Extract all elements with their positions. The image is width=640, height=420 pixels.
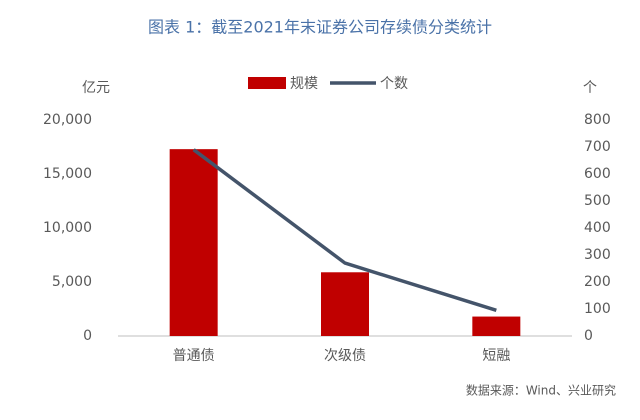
y2-tick-label: 500 — [584, 193, 611, 209]
y-tick-label: 20,000 — [43, 112, 92, 128]
y2-tick-label: 800 — [584, 112, 611, 128]
y-tick-label: 0 — [83, 328, 92, 344]
legend-swatch — [248, 77, 286, 89]
line — [192, 148, 497, 313]
y2-tick-label: 100 — [584, 301, 611, 317]
bar — [321, 272, 369, 336]
y2-axis-label: 个 — [583, 80, 597, 96]
y-tick-label: 5,000 — [52, 274, 92, 290]
y2-tick-label: 300 — [584, 247, 611, 263]
y-tick-label: 15,000 — [43, 166, 92, 182]
x-tick-label: 次级债 — [324, 348, 366, 364]
legend-label: 规模 — [290, 76, 318, 92]
source-note: 数据来源：Wind、兴业研究 — [466, 383, 616, 398]
bar — [169, 149, 218, 336]
y2-tick-label: 400 — [584, 220, 611, 236]
y-axis-label: 亿元 — [82, 80, 110, 96]
y-tick-label: 10,000 — [43, 220, 92, 236]
y2-tick-label: 700 — [584, 139, 611, 155]
x-tick-label: 普通债 — [173, 348, 215, 364]
x-tick-label: 短融 — [482, 348, 510, 364]
y2-tick-label: 0 — [584, 328, 593, 344]
y2-tick-label: 600 — [584, 166, 611, 182]
y2-tick-label: 200 — [584, 274, 611, 290]
chart-title: 图表 1：截至2021年末证券公司存续债分类统计 — [148, 18, 492, 37]
bar — [472, 316, 521, 336]
legend-label: 个数 — [380, 76, 408, 92]
